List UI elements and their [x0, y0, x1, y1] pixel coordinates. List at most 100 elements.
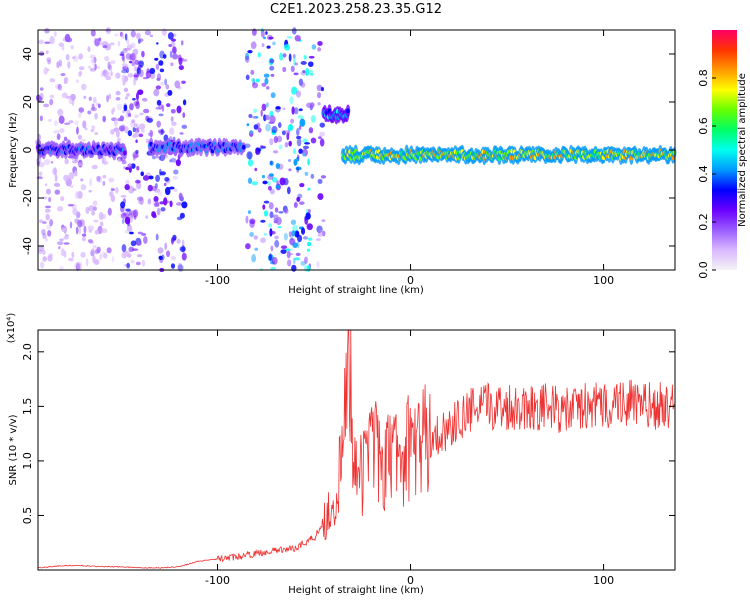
heatmap-noise-cell — [296, 166, 300, 173]
heatmap-noise-cell — [125, 179, 130, 186]
heatmap-noise-cell — [157, 247, 164, 254]
heatmap-noise-cell — [92, 255, 96, 264]
heatmap-noise-cell — [96, 175, 101, 182]
heatmap-noise-cell — [77, 112, 82, 118]
heatmap-noise-cell — [122, 49, 128, 54]
heatmap-noise-cell — [317, 41, 323, 46]
heatmap-noise-cell — [299, 183, 305, 188]
heatmap-noise-cell — [154, 182, 158, 189]
heatmap-noise-cell — [181, 245, 186, 253]
heatmap-noise-cell — [181, 124, 188, 129]
heatmap-noise-cell — [161, 104, 165, 112]
heatmap-noise-cell — [69, 221, 73, 229]
heatmap-noise-cell — [37, 96, 43, 102]
heatmap-noise-cell — [262, 180, 268, 185]
heatmap-noise-cell — [102, 44, 108, 49]
heatmap-noise-cell — [272, 214, 279, 219]
heatmap-noise-cell — [320, 175, 327, 179]
heatmap-noise-cell — [126, 44, 133, 50]
heatmap-noise-cell — [164, 78, 168, 86]
heatmap-noise-cell — [63, 81, 68, 84]
heatmap-noise-cell — [179, 132, 184, 135]
heatmap-noise-cell — [167, 32, 174, 40]
heatmap-noise-cell — [132, 154, 139, 158]
heatmap-noise-cell — [292, 57, 297, 66]
heatmap-noise-cell — [134, 123, 138, 127]
heatmap-noise-cell — [158, 113, 164, 117]
heatmap-noise-cell — [308, 55, 315, 59]
heatmap-noise-cell — [133, 74, 140, 78]
heatmap-noise-cell — [161, 28, 167, 37]
heatmap-noise-cell — [44, 158, 51, 166]
heatmap-noise-cell — [169, 159, 172, 163]
heatmap-noise-cell — [91, 125, 96, 130]
heatmap-noise-cell — [97, 103, 101, 109]
heatmap-noise-cell — [75, 226, 79, 235]
heatmap-noise-cell — [74, 170, 78, 177]
heatmap-noise-cell — [291, 264, 297, 272]
heatmap-noise-cell — [170, 41, 176, 47]
heatmap-noise-cell — [178, 57, 183, 66]
heatmap-noise-cell — [44, 183, 48, 187]
heatmap-noise-cell — [83, 95, 86, 99]
heatmap-noise-cell — [87, 110, 92, 115]
heatmap-noise-cell — [114, 118, 118, 127]
heatmap-noise-cell — [87, 46, 91, 53]
heatmap-noise-cell — [77, 219, 83, 228]
heatmap-noise-cell — [269, 115, 276, 124]
heatmap-noise-cell — [253, 108, 258, 113]
heatmap-noise-cell — [134, 114, 139, 119]
heatmap-noise-cell — [138, 133, 144, 138]
heatmap-noise-cell — [117, 158, 122, 163]
heatmap-noise-cell — [158, 255, 163, 260]
heatmap-noise-cell — [169, 50, 173, 59]
heatmap-noise-cell — [149, 34, 154, 38]
heatmap-noise-cell — [135, 130, 140, 135]
heatmap-noise-cell — [300, 70, 307, 76]
heatmap-noise-cell — [132, 188, 137, 192]
heatmap-noise-cell — [292, 257, 296, 265]
heatmap-noise-cell — [42, 249, 46, 255]
heatmap-noise-cell — [103, 252, 108, 259]
heatmap-noise-cell — [80, 138, 87, 142]
heatmap-noise-cell — [132, 97, 136, 101]
heatmap-noise-cell — [283, 208, 289, 214]
heatmap-noise-cell — [181, 252, 187, 261]
heatmap-noise-cell — [87, 225, 94, 231]
heatmap-noise-cell — [247, 177, 253, 184]
heatmap-noise-cell — [116, 103, 123, 111]
heatmap-noise-cell — [58, 246, 61, 250]
heatmap-noise-cell — [177, 264, 184, 272]
heatmap-noise-cell — [172, 46, 177, 55]
heatmap-noise-cell — [265, 123, 271, 132]
heatmap-noise-cell — [252, 115, 259, 119]
heatmap-noise-cell — [108, 177, 115, 183]
heatmap-noise-cell — [159, 50, 165, 59]
heatmap-noise-cell — [265, 114, 270, 121]
heatmap-noise-cell — [298, 125, 302, 130]
heatmap-noise-cell — [251, 28, 257, 36]
heatmap-noise-cell — [319, 122, 326, 128]
heatmap-noise-cell — [59, 265, 64, 271]
heatmap-noise-cell — [39, 115, 43, 122]
heatmap-noise-cell — [144, 30, 151, 36]
heatmap-y-tick-label: -40 — [21, 237, 34, 255]
heatmap-noise-cell — [182, 112, 186, 118]
heatmap-noise-cell — [156, 99, 162, 106]
heatmap-noise-cell — [88, 96, 92, 101]
heatmap-noise-cell — [81, 83, 87, 91]
heatmap-noise-cell — [276, 135, 283, 143]
heatmap-noise-cell — [90, 107, 97, 112]
heatmap-noise-cell — [136, 34, 140, 40]
heatmap-noise-cell — [141, 97, 148, 102]
heatmap-noise-cell — [41, 229, 46, 236]
heatmap-noise-cell — [168, 186, 175, 190]
heatmap-noise-cell — [124, 216, 131, 225]
heatmap-noise-cell — [263, 73, 270, 78]
heatmap-noise-cell — [132, 48, 139, 56]
heatmap-noise-cell — [110, 60, 116, 65]
heatmap-noise-cell — [119, 53, 125, 57]
heatmap-noise-cell — [115, 129, 120, 138]
heatmap-noise-cell — [260, 30, 265, 38]
heatmap-noise-cell — [288, 168, 292, 172]
